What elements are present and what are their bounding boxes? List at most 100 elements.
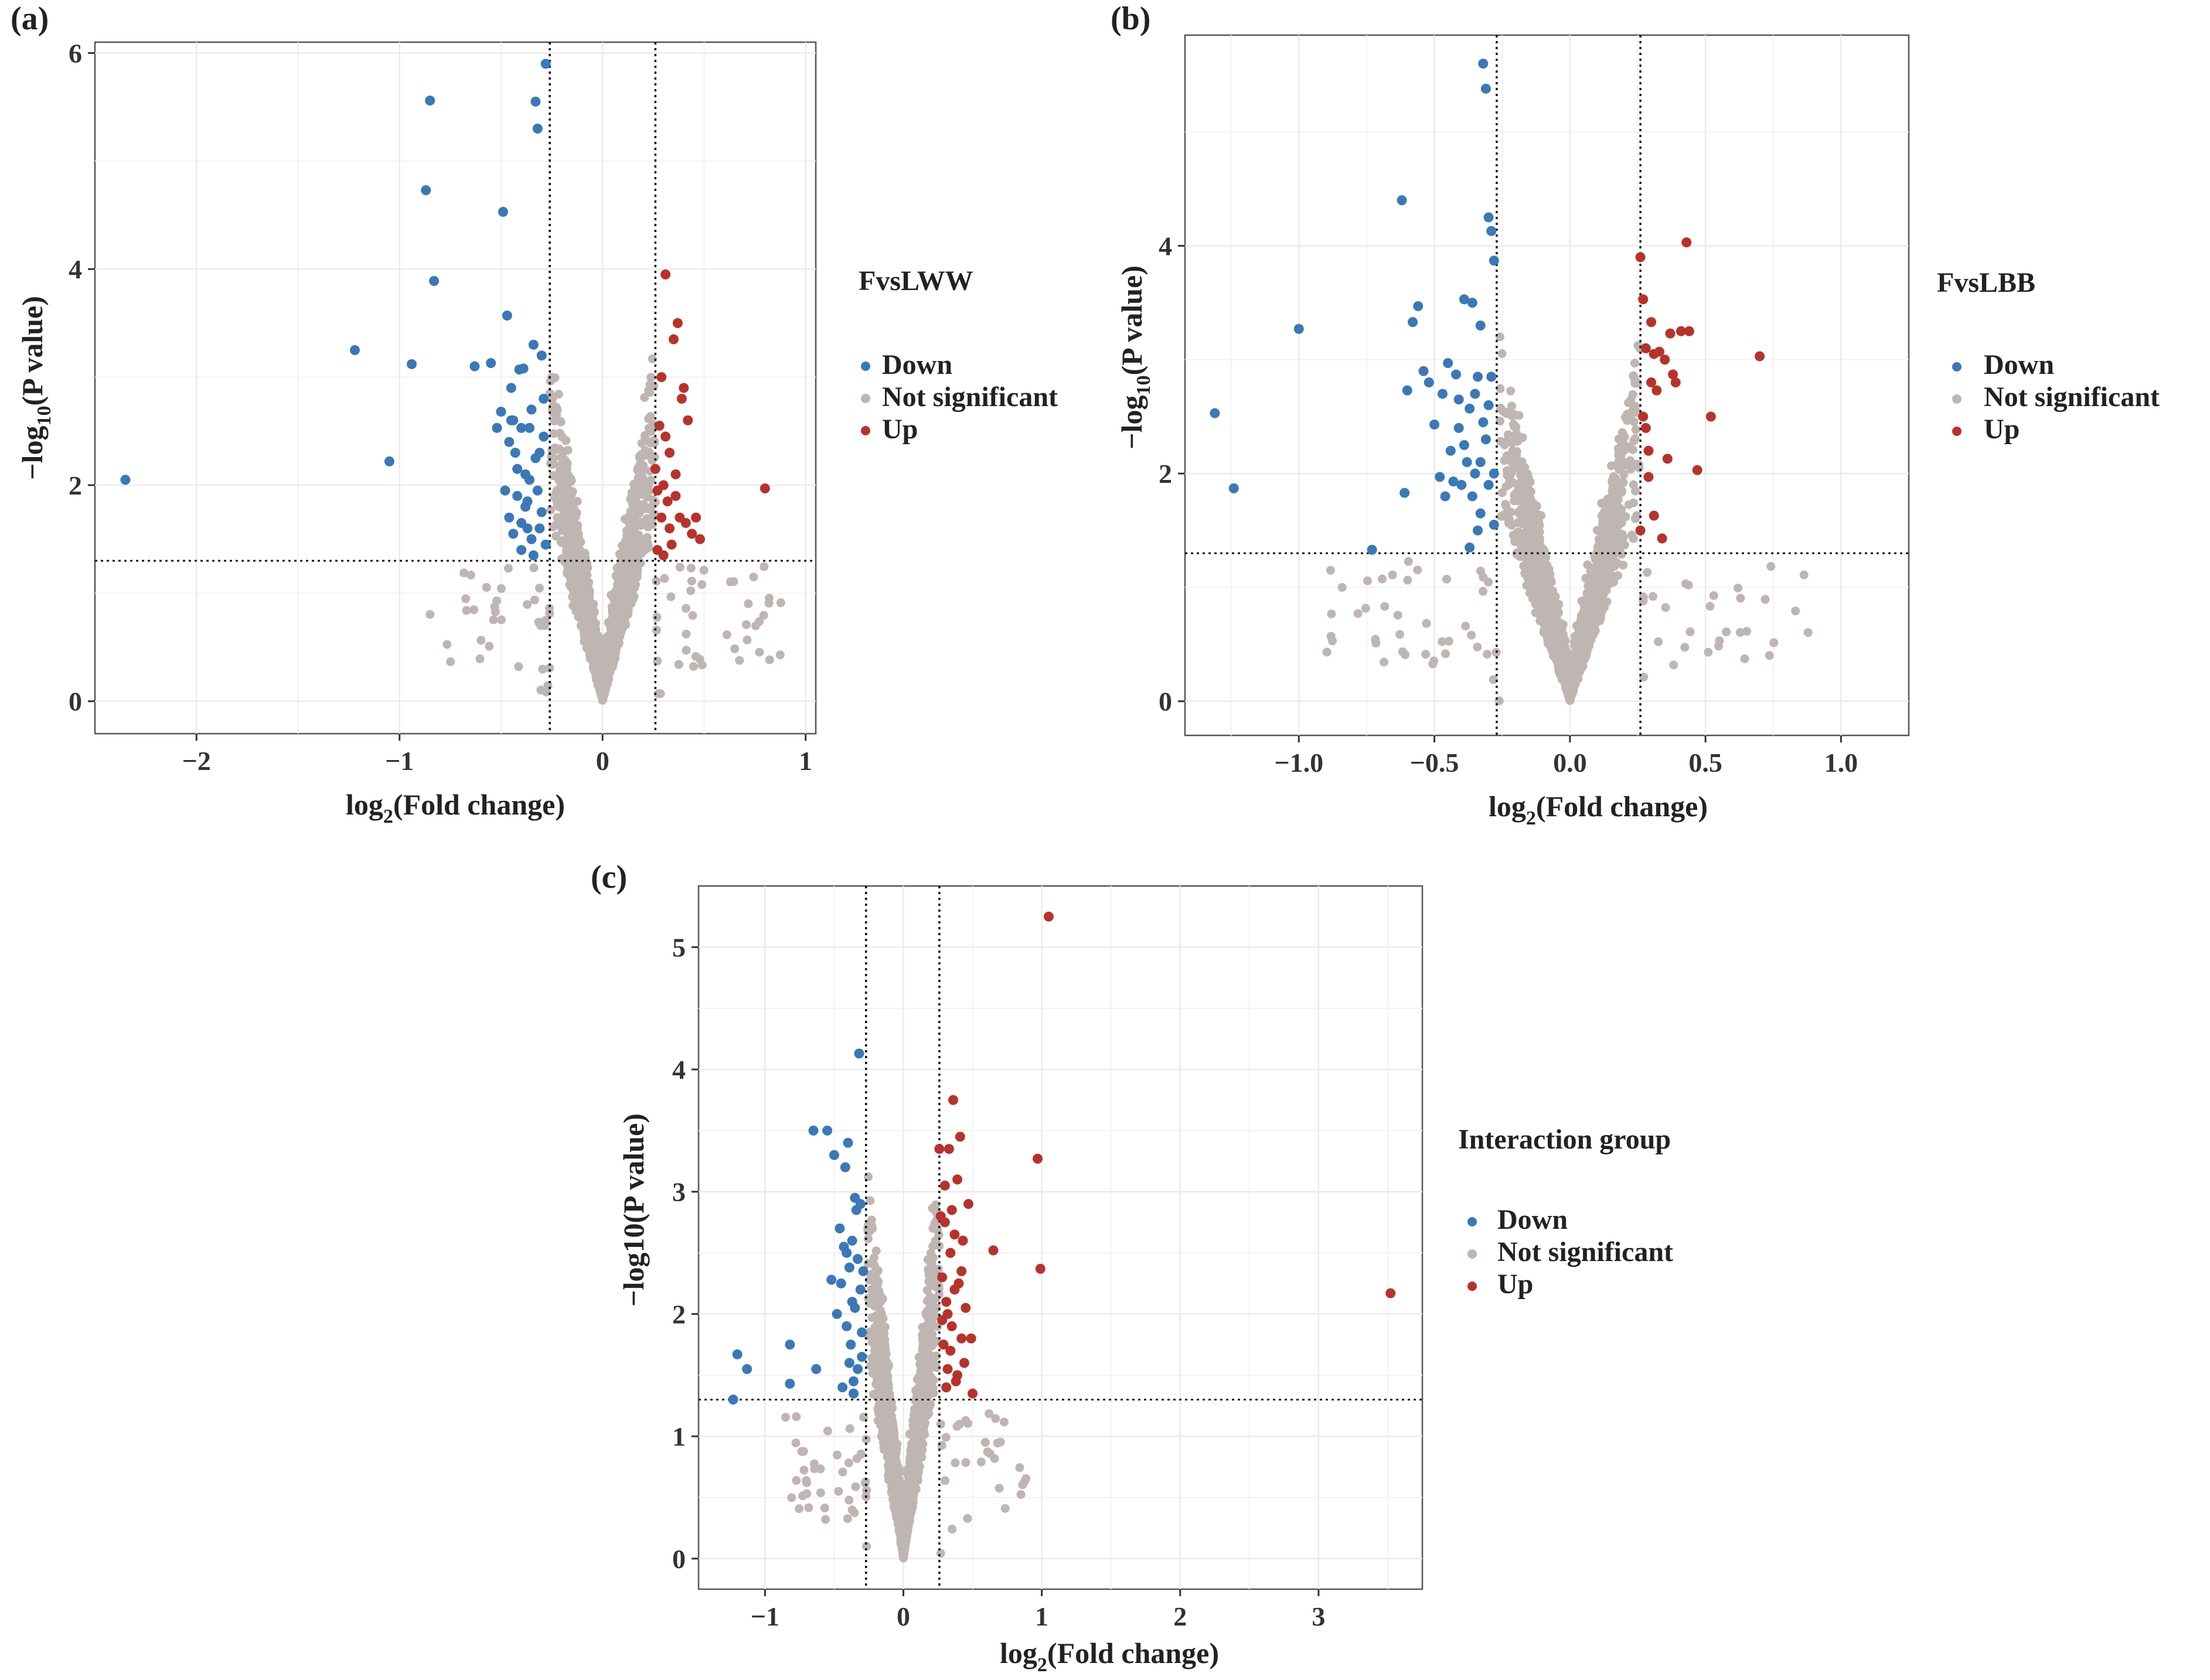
down-point	[526, 404, 537, 415]
up-point	[666, 539, 677, 550]
not-significant-point	[635, 466, 644, 475]
up-point	[760, 483, 770, 493]
down-point	[384, 456, 394, 466]
not-significant-point	[644, 480, 653, 489]
not-significant-point	[442, 640, 452, 649]
not-significant-point	[503, 564, 513, 573]
panel-a-legend-ns-swatch	[861, 394, 870, 403]
not-significant-point	[490, 602, 499, 611]
not-significant-point	[557, 554, 566, 563]
not-significant-point	[590, 660, 599, 669]
not-significant-point	[776, 598, 785, 608]
down-point	[539, 393, 549, 404]
not-significant-point	[1592, 526, 1602, 535]
x-tick-label: 1	[799, 746, 812, 776]
not-significant-point	[629, 499, 638, 509]
not-significant-point	[649, 381, 659, 391]
not-significant-point	[555, 428, 564, 438]
not-significant-point	[545, 663, 554, 673]
panel-a-frame	[94, 41, 817, 735]
panel-a-legend-down-label: Down	[882, 349, 952, 380]
not-significant-point	[764, 598, 774, 608]
not-significant-point	[538, 664, 547, 674]
not-significant-point	[686, 586, 696, 595]
not-significant-point	[626, 527, 636, 536]
not-significant-point	[646, 412, 655, 421]
not-significant-point	[646, 373, 656, 382]
not-significant-point	[564, 478, 574, 488]
up-point	[660, 269, 671, 280]
not-significant-point	[1483, 649, 1492, 659]
not-significant-point	[691, 652, 700, 661]
up-point	[670, 490, 681, 501]
not-significant-point	[660, 574, 669, 583]
not-significant-point	[682, 646, 691, 655]
not-significant-point	[496, 615, 506, 625]
not-significant-point	[576, 546, 585, 556]
down-point	[539, 431, 549, 442]
up-point	[654, 421, 665, 431]
not-significant-point	[583, 594, 592, 604]
not-significant-point	[643, 492, 652, 502]
up-point	[660, 431, 671, 442]
up-point	[665, 448, 675, 458]
x-tick-label: −2	[182, 746, 211, 776]
not-significant-point	[529, 563, 539, 573]
down-point	[407, 359, 417, 369]
down-point	[502, 310, 512, 321]
down-point	[506, 383, 516, 393]
down-point	[512, 490, 523, 501]
not-significant-point	[579, 558, 588, 568]
not-significant-point	[469, 605, 479, 615]
down-point	[534, 523, 545, 534]
not-significant-point	[645, 448, 654, 458]
not-significant-point	[553, 513, 562, 522]
not-significant-point	[638, 502, 648, 512]
not-significant-point	[697, 580, 707, 589]
down-point	[522, 496, 533, 507]
up-point	[662, 496, 673, 507]
not-significant-point	[1501, 437, 1511, 447]
not-significant-point	[642, 514, 652, 523]
up-point	[676, 393, 687, 404]
not-significant-point	[775, 650, 785, 660]
not-significant-point	[1629, 534, 1638, 543]
not-significant-point	[563, 459, 572, 468]
down-point	[530, 96, 541, 107]
up-point	[668, 334, 679, 345]
not-significant-point	[569, 574, 578, 583]
not-significant-point	[571, 525, 581, 534]
up-point	[672, 318, 683, 328]
up-point	[691, 512, 702, 523]
not-significant-point	[564, 498, 573, 507]
not-significant-point	[552, 472, 561, 482]
down-point	[504, 512, 515, 523]
not-significant-point	[688, 611, 697, 620]
up-point	[687, 529, 697, 539]
down-point	[486, 358, 496, 369]
up-point	[665, 523, 675, 534]
not-significant-point	[626, 513, 635, 522]
not-significant-point	[652, 612, 662, 622]
panel-b-label: (b)	[1111, 1, 1150, 37]
up-point	[650, 464, 660, 474]
not-significant-point	[653, 656, 662, 666]
down-point	[496, 407, 506, 417]
not-significant-point	[632, 553, 641, 562]
down-point	[528, 339, 539, 350]
not-significant-point	[607, 642, 616, 652]
y-tick-label: 6	[69, 38, 82, 68]
not-significant-point	[735, 656, 744, 665]
not-significant-point	[496, 584, 506, 593]
down-point	[532, 124, 543, 134]
panel-a-legend-ns-label: Not significant	[882, 381, 1058, 413]
not-significant-point	[675, 563, 685, 572]
up-point	[658, 550, 669, 561]
not-significant-point	[1630, 359, 1640, 368]
panel-a-x-axis-label: log2(Fold change)	[346, 788, 565, 827]
panel-a-label: (a)	[11, 1, 49, 37]
not-significant-point	[582, 582, 591, 591]
not-significant-point	[523, 600, 532, 609]
